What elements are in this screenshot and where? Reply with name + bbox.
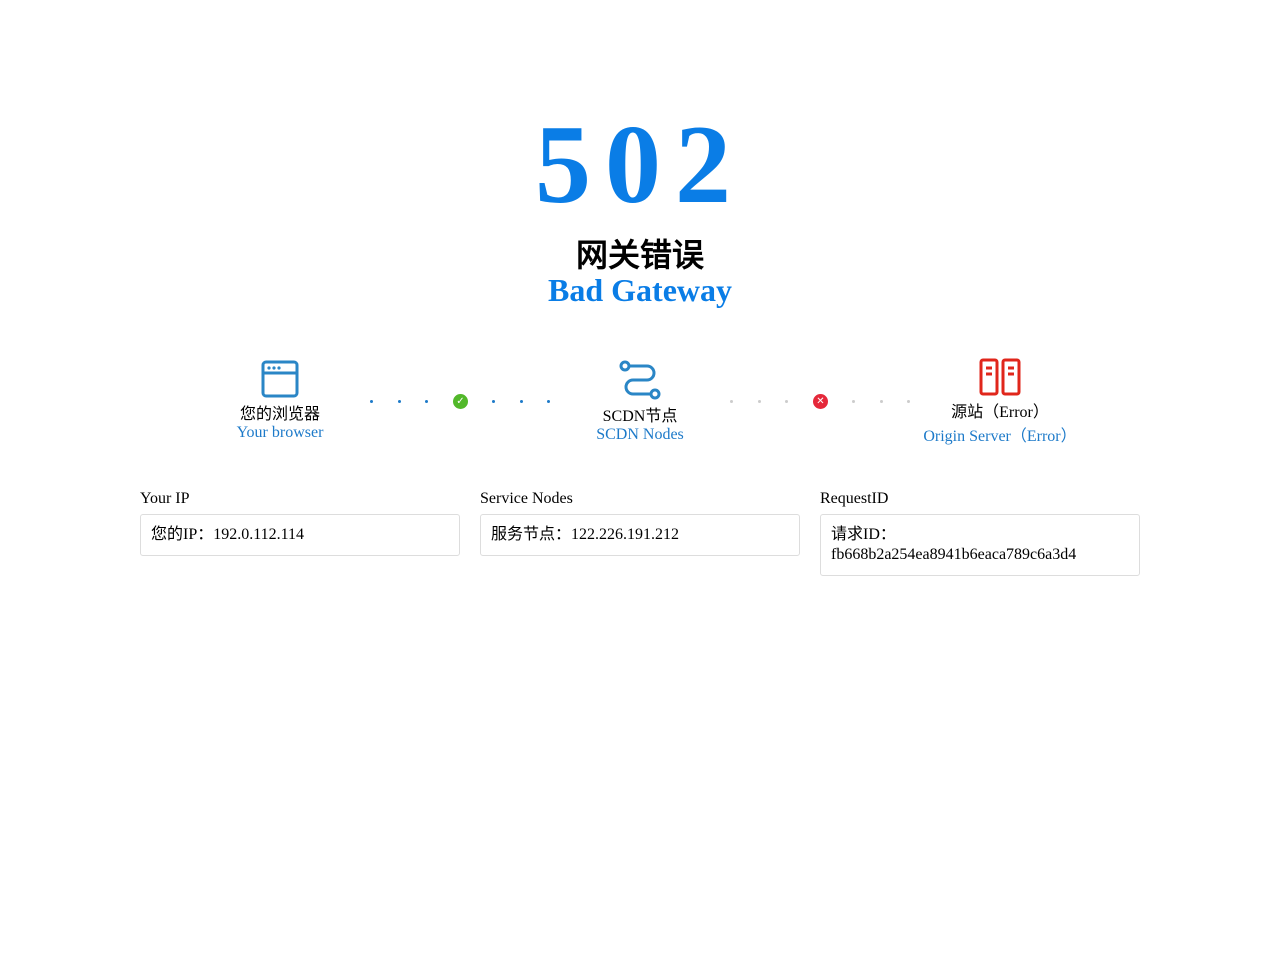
info-label: RequestID <box>820 490 889 507</box>
info-nodes: Service Nodes 服务节点：122.226.191.212 <box>480 490 800 556</box>
connector-dot <box>425 400 428 403</box>
node-label-en: Your browser <box>236 424 324 441</box>
node-label-en: SCDN Nodes <box>596 426 684 443</box>
close-icon: ✕ <box>813 394 828 409</box>
node-browser: 您的浏览器 Your browser <box>160 360 400 442</box>
node-label-zh: 源站（Error） <box>951 404 1049 421</box>
request-id-field: 请求ID： fb668b2a254ea8941b6eaca789c6a3d4 <box>820 514 1140 576</box>
error-title-en: Bad Gateway <box>548 272 732 308</box>
connector-dot <box>852 400 855 403</box>
info-request: RequestID 请求ID： fb668b2a254ea8941b6eaca78… <box>820 490 1140 576</box>
info-ip: Your IP 您的IP：192.0.112.114 <box>140 490 460 556</box>
connector-dot <box>730 400 733 403</box>
node-label-en: Origin Server（Error） <box>923 428 1077 445</box>
connector-dot <box>492 400 495 403</box>
info-label: Your IP <box>140 490 190 507</box>
error-code: 502 <box>535 103 745 227</box>
node-scdn: SCDN节点 SCDN Nodes <box>520 360 760 444</box>
connector-dot <box>785 400 788 403</box>
node-label-zh: 您的浏览器 <box>239 406 320 423</box>
node-label-zh: SCDN节点 <box>602 408 678 425</box>
browser-icon <box>261 360 299 398</box>
connector-dot <box>370 400 373 403</box>
connector-dot <box>907 400 910 403</box>
route-icon <box>619 360 661 400</box>
error-title-zh: 网关错误 <box>575 236 704 274</box>
server-icon <box>979 358 1021 396</box>
node-origin: 源站（Error） Origin Server（Error） <box>880 358 1120 446</box>
check-icon: ✓ <box>453 394 468 409</box>
connector-dot <box>547 400 550 403</box>
service-nodes-field: 服务节点：122.226.191.212 <box>480 514 800 556</box>
connector-dot <box>758 400 761 403</box>
connector-dot <box>520 400 523 403</box>
connector-dot <box>398 400 401 403</box>
connector-dot <box>880 400 883 403</box>
ip-field: 您的IP：192.0.112.114 <box>140 514 460 556</box>
info-label: Service Nodes <box>480 490 573 507</box>
